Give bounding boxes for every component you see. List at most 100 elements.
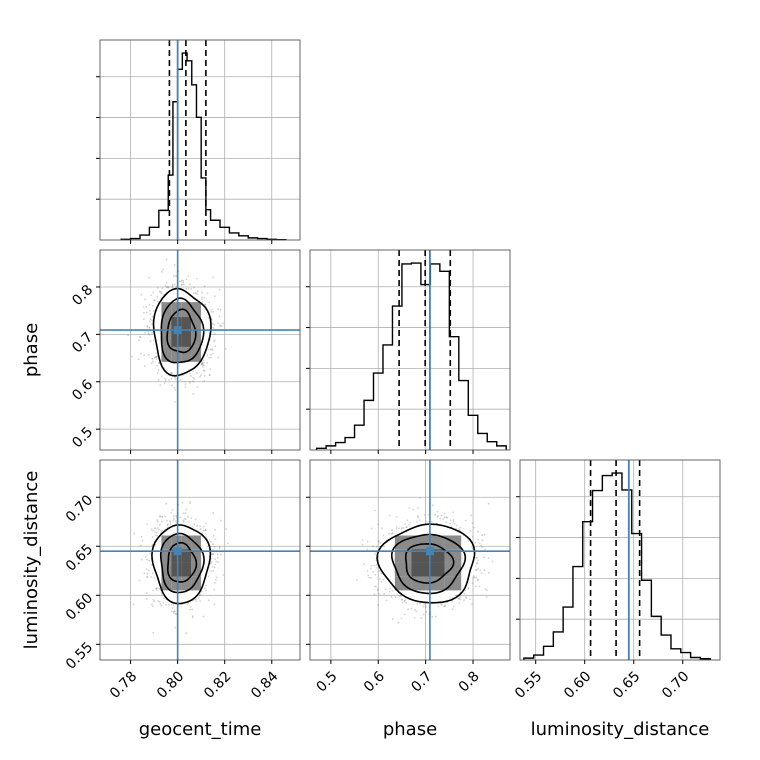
sample-point bbox=[394, 596, 397, 599]
sample-point bbox=[157, 369, 160, 371]
sample-point bbox=[418, 519, 421, 521]
sample-point bbox=[156, 372, 159, 374]
sample-point bbox=[211, 349, 214, 351]
sample-point bbox=[451, 600, 454, 603]
sample-point bbox=[380, 527, 383, 530]
sample-point bbox=[211, 565, 214, 568]
sample-point bbox=[474, 541, 477, 544]
sample-point bbox=[372, 545, 374, 548]
sample-point bbox=[140, 558, 143, 561]
sample-point bbox=[150, 323, 153, 326]
sample-point bbox=[464, 596, 467, 598]
contour-line bbox=[167, 541, 198, 583]
sample-point bbox=[463, 592, 466, 595]
sample-point bbox=[147, 569, 150, 572]
sample-point bbox=[467, 540, 470, 543]
sample-point bbox=[380, 572, 383, 575]
sample-point bbox=[150, 576, 153, 578]
sample-point bbox=[440, 603, 443, 606]
sample-point bbox=[178, 280, 181, 283]
sample-point bbox=[213, 333, 216, 335]
sample-point bbox=[452, 605, 455, 608]
x-axis-label-geocent_time: geocent_time bbox=[139, 719, 262, 740]
sample-point bbox=[415, 610, 418, 613]
sample-point bbox=[471, 522, 474, 525]
sample-point bbox=[440, 514, 443, 517]
sample-point bbox=[150, 563, 153, 566]
y-tick-label: 0.6 bbox=[69, 377, 96, 404]
sample-point bbox=[183, 520, 185, 523]
sample-point bbox=[425, 606, 427, 608]
sample-point bbox=[147, 353, 150, 356]
sample-point bbox=[188, 500, 191, 503]
sample-point bbox=[200, 374, 202, 377]
sample-point bbox=[204, 529, 206, 532]
sample-point bbox=[202, 369, 205, 372]
sample-point bbox=[160, 292, 163, 295]
sample-point bbox=[439, 603, 442, 606]
sample-point bbox=[219, 325, 222, 327]
sample-point bbox=[210, 347, 213, 350]
sample-point bbox=[174, 388, 177, 391]
sample-point bbox=[485, 596, 488, 598]
sample-point bbox=[187, 287, 190, 290]
sample-point bbox=[459, 598, 462, 601]
sample-point bbox=[375, 564, 378, 566]
sample-point bbox=[157, 528, 160, 531]
sample-point bbox=[155, 358, 158, 360]
sample-point bbox=[463, 599, 465, 602]
panel-frame bbox=[309, 459, 511, 661]
x-axis-label-phase: phase bbox=[383, 719, 437, 740]
sample-point bbox=[378, 578, 381, 580]
sample-point bbox=[212, 553, 215, 555]
sample-point bbox=[217, 308, 219, 311]
density-cell bbox=[171, 535, 182, 550]
sample-point bbox=[443, 512, 446, 515]
sample-point bbox=[174, 378, 177, 380]
sample-point bbox=[140, 535, 143, 538]
sample-point bbox=[131, 355, 133, 358]
sample-point bbox=[185, 508, 188, 511]
sample-point bbox=[375, 545, 378, 548]
sample-point bbox=[152, 305, 154, 307]
sample-point bbox=[404, 523, 407, 526]
sample-point bbox=[207, 599, 210, 602]
sample-point bbox=[475, 585, 478, 588]
sample-point bbox=[175, 613, 178, 616]
sample-point bbox=[187, 515, 190, 518]
sample-point bbox=[173, 611, 175, 614]
sample-point bbox=[202, 529, 205, 532]
sample-point bbox=[182, 512, 185, 515]
sample-point bbox=[366, 540, 369, 543]
density-cell bbox=[411, 549, 429, 563]
sample-point bbox=[171, 607, 174, 609]
sample-point bbox=[145, 576, 148, 578]
sample-point bbox=[373, 593, 376, 596]
sample-point bbox=[200, 362, 203, 365]
sample-point bbox=[213, 588, 216, 591]
y-tick-label: 0.55 bbox=[63, 639, 96, 672]
sample-point bbox=[424, 514, 426, 516]
sample-point bbox=[171, 509, 174, 511]
sample-point bbox=[369, 567, 372, 570]
sample-point bbox=[148, 276, 151, 279]
sample-point bbox=[459, 526, 462, 529]
sample-point bbox=[161, 529, 164, 532]
sample-point bbox=[198, 594, 201, 597]
sample-point bbox=[218, 547, 221, 550]
panel-frame bbox=[99, 459, 301, 661]
density-cell bbox=[161, 317, 172, 332]
sample-point bbox=[476, 562, 478, 565]
sample-point bbox=[476, 556, 478, 559]
sample-point bbox=[174, 626, 177, 629]
contour-line bbox=[152, 287, 212, 377]
sample-point bbox=[152, 309, 155, 312]
density-cell bbox=[428, 576, 445, 591]
sample-point bbox=[361, 538, 364, 541]
sample-point bbox=[436, 510, 439, 513]
sample-point bbox=[368, 576, 371, 579]
sample-point bbox=[152, 598, 155, 601]
sample-point bbox=[445, 521, 448, 524]
contour-line bbox=[160, 297, 205, 364]
sample-point bbox=[191, 616, 194, 619]
